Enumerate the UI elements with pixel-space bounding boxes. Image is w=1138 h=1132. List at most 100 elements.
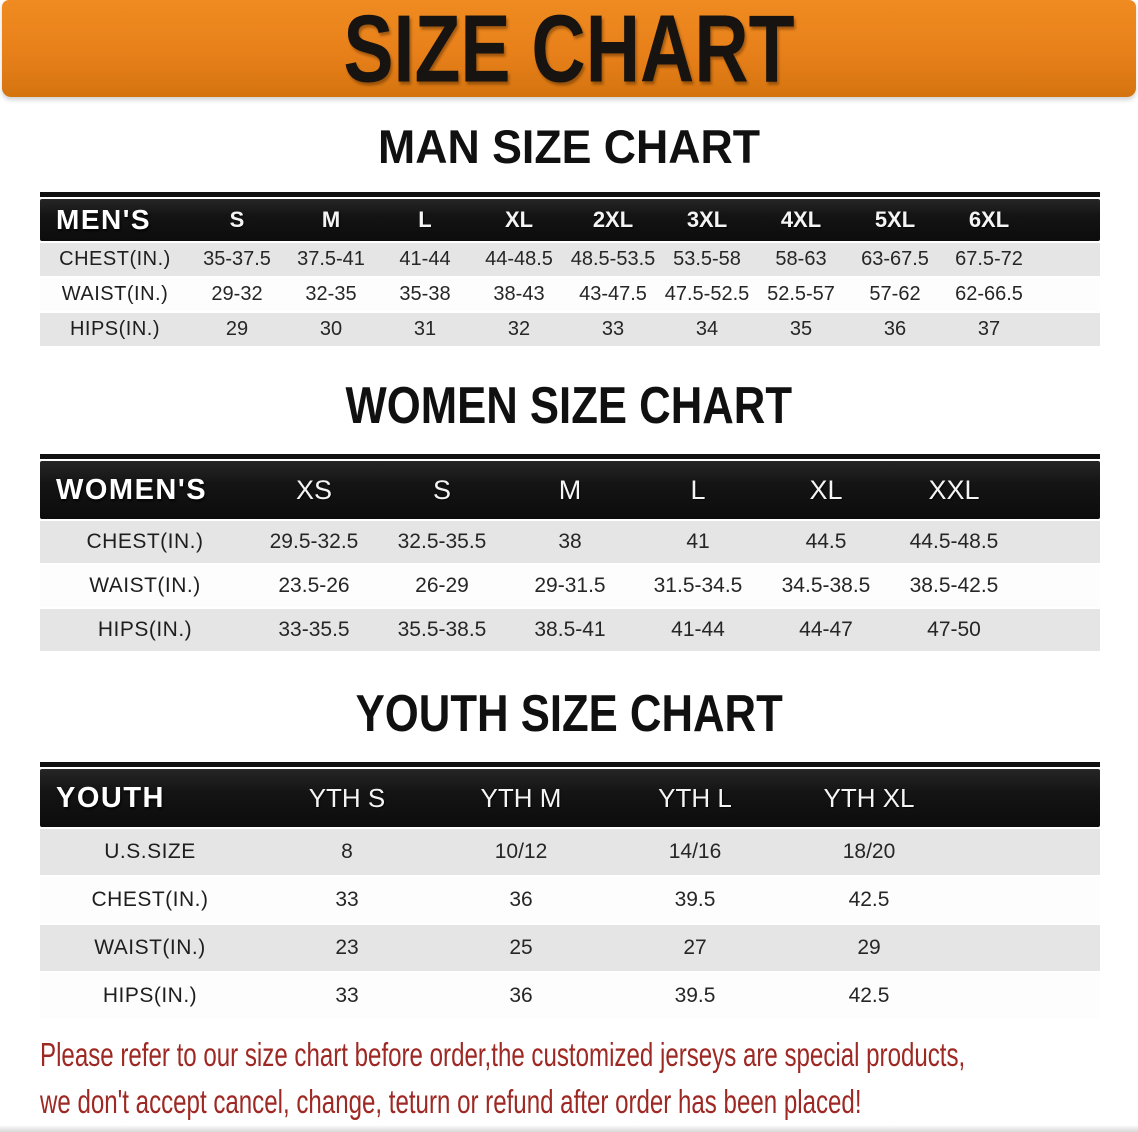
row-label: HIPS(IN.) (97, 618, 193, 641)
size-column-header: YTH XL (823, 782, 915, 813)
men-size-section: MAN SIZE CHART MEN'S S M L XL 2XL 3XL 4XL 5XL 6XL… (0, 97, 1138, 346)
cell-value: 38 (558, 530, 582, 553)
cell-value: 39.5 (674, 984, 716, 1007)
cell-value: 35.5-38.5 (397, 618, 487, 641)
table-header-label: YOUTH (56, 781, 165, 814)
size-column-header: M (321, 207, 341, 232)
size-column-header: S (432, 474, 451, 505)
cell-value: 44.5 (805, 530, 847, 553)
table-header-row: WOMEN'S XS S M L XL XXL (40, 461, 1100, 519)
table-row: U.S.SIZE 8 10/12 14/16 18/20 (40, 829, 1100, 875)
cell-value: 37.5-41 (297, 248, 365, 270)
table-row: HIPS(IN.) 29 30 31 32 33 34 35 36 37 (40, 313, 1100, 346)
cell-value: 23.5-26 (278, 574, 350, 597)
cell-value: 29-31.5 (534, 574, 606, 597)
size-column-header: 4XL (780, 207, 822, 232)
cell-value: 34.5-38.5 (781, 574, 871, 597)
cell-value: 42.5 (848, 984, 890, 1007)
table-row: CHEST(IN.) 29.5-32.5 32.5-35.5 38 41 44.5 44.5… (40, 521, 1100, 563)
cell-value: 53.5-58 (673, 248, 741, 270)
cell-value: 44-48.5 (485, 248, 553, 270)
cell-value: 52.5-57 (767, 283, 835, 305)
table-header-row: MEN'S S M L XL 2XL 3XL 4XL 5XL 6XL (40, 199, 1100, 241)
size-column-header: XL (504, 207, 534, 232)
cell-value: 48.5-53.5 (570, 248, 656, 270)
cell-value: 26-29 (415, 574, 469, 597)
size-column-header: S (229, 207, 245, 232)
banner-title: SIZE CHART (343, 0, 795, 103)
table-row: HIPS(IN.) 33 36 39.5 42.5 (40, 973, 1100, 1019)
table-row: WAIST(IN.) 29-32 32-35 35-38 38-43 43-47.5 47.… (40, 278, 1100, 311)
table-row: CHEST(IN.) 33 36 39.5 42.5 (40, 877, 1100, 923)
cell-value: 57-62 (869, 283, 921, 305)
cell-value: 41 (686, 530, 710, 553)
cell-value: 14/16 (668, 840, 722, 863)
cell-value: 34 (695, 318, 719, 340)
table-header-label: MEN'S (56, 204, 152, 235)
cell-value: 10/12 (494, 840, 548, 863)
cell-value: 33-35.5 (278, 618, 350, 641)
cell-value: 18/20 (842, 840, 896, 863)
row-label: U.S.SIZE (104, 840, 196, 863)
cell-value: 36 (509, 888, 533, 911)
cell-value: 63-67.5 (861, 248, 929, 270)
table-row: WAIST(IN.) 23.5-26 26-29 29-31.5 31.5-34.5 34… (40, 565, 1100, 607)
cell-value: 32 (507, 318, 531, 340)
cell-value: 25 (509, 936, 533, 959)
row-label: CHEST(IN.) (91, 888, 209, 911)
women-size-section: WOMEN SIZE CHART WOMEN'S XS S M L XL XXL CHEST(… (0, 346, 1138, 651)
size-column-header: L (418, 207, 432, 232)
cell-value: 33 (601, 318, 625, 340)
women-section-title: WOMEN SIZE CHART (345, 377, 793, 435)
cell-value: 29-32 (211, 283, 263, 305)
cell-value: 31 (413, 318, 437, 340)
cell-value: 39.5 (674, 888, 716, 911)
size-column-header: 2XL (592, 207, 634, 232)
order-disclaimer: Please refer to our size chart before or… (40, 1031, 1138, 1125)
disclaimer-line-2: we don't accept cancel, change, teturn o… (40, 1083, 862, 1120)
cell-value: 35-37.5 (203, 248, 271, 270)
table-header-label: WOMEN'S (56, 473, 208, 506)
cell-value: 41-44 (671, 618, 725, 641)
cell-value: 42.5 (848, 888, 890, 911)
cell-value: 44.5-48.5 (909, 530, 999, 553)
size-column-header: 5XL (874, 207, 916, 232)
size-column-header: XL (809, 474, 843, 505)
youth-size-table: YOUTH YTH S YTH M YTH L YTH XL U.S.SIZE 8 10/12… (40, 762, 1100, 1019)
cell-value: 47.5-52.5 (664, 283, 750, 305)
table-row: WAIST(IN.) 23 25 27 29 (40, 925, 1100, 971)
bottom-edge-shadow (0, 1125, 1138, 1132)
cell-value: 47-50 (927, 618, 981, 641)
cell-value: 38-43 (493, 283, 545, 305)
cell-value: 62-66.5 (955, 283, 1023, 305)
youth-section-title: YOUTH SIZE CHART (355, 685, 783, 743)
men-size-table: MEN'S S M L XL 2XL 3XL 4XL 5XL 6XL CHEST(IN.) 35-37… (40, 192, 1100, 346)
cell-value: 27 (683, 936, 707, 959)
cell-value: 35-38 (399, 283, 451, 305)
cell-value: 23 (335, 936, 359, 959)
cell-value: 8 (341, 840, 353, 863)
size-column-header: 6XL (968, 207, 1010, 232)
cell-value: 38.5-42.5 (909, 574, 999, 597)
cell-value: 35 (789, 318, 813, 340)
row-label: WAIST(IN.) (61, 283, 169, 305)
row-label: WAIST(IN.) (94, 936, 206, 959)
row-label: CHEST(IN.) (86, 530, 204, 553)
size-chart-banner: SIZE CHART (2, 0, 1136, 103)
size-column-header: YTH M (480, 782, 562, 813)
men-section-title: MAN SIZE CHART (378, 120, 760, 173)
disclaimer-line-1: Please refer to our size chart before or… (40, 1036, 966, 1073)
cell-value: 29 (857, 936, 881, 959)
table-row: HIPS(IN.) 33-35.5 35.5-38.5 38.5-41 41-44 44-… (40, 609, 1100, 651)
table-row: CHEST(IN.) 35-37.5 37.5-41 41-44 44-48.5 48.5… (40, 243, 1100, 276)
table-header-row: YOUTH YTH S YTH M YTH L YTH XL (40, 769, 1100, 827)
size-column-header: XS (295, 474, 333, 505)
cell-value: 33 (335, 984, 359, 1007)
cell-value: 33 (335, 888, 359, 911)
cell-value: 41-44 (399, 248, 451, 270)
size-column-header: XXL (928, 474, 980, 505)
cell-value: 44-47 (799, 618, 853, 641)
cell-value: 58-63 (775, 248, 827, 270)
size-column-header: L (690, 474, 706, 505)
cell-value: 29.5-32.5 (269, 530, 359, 553)
